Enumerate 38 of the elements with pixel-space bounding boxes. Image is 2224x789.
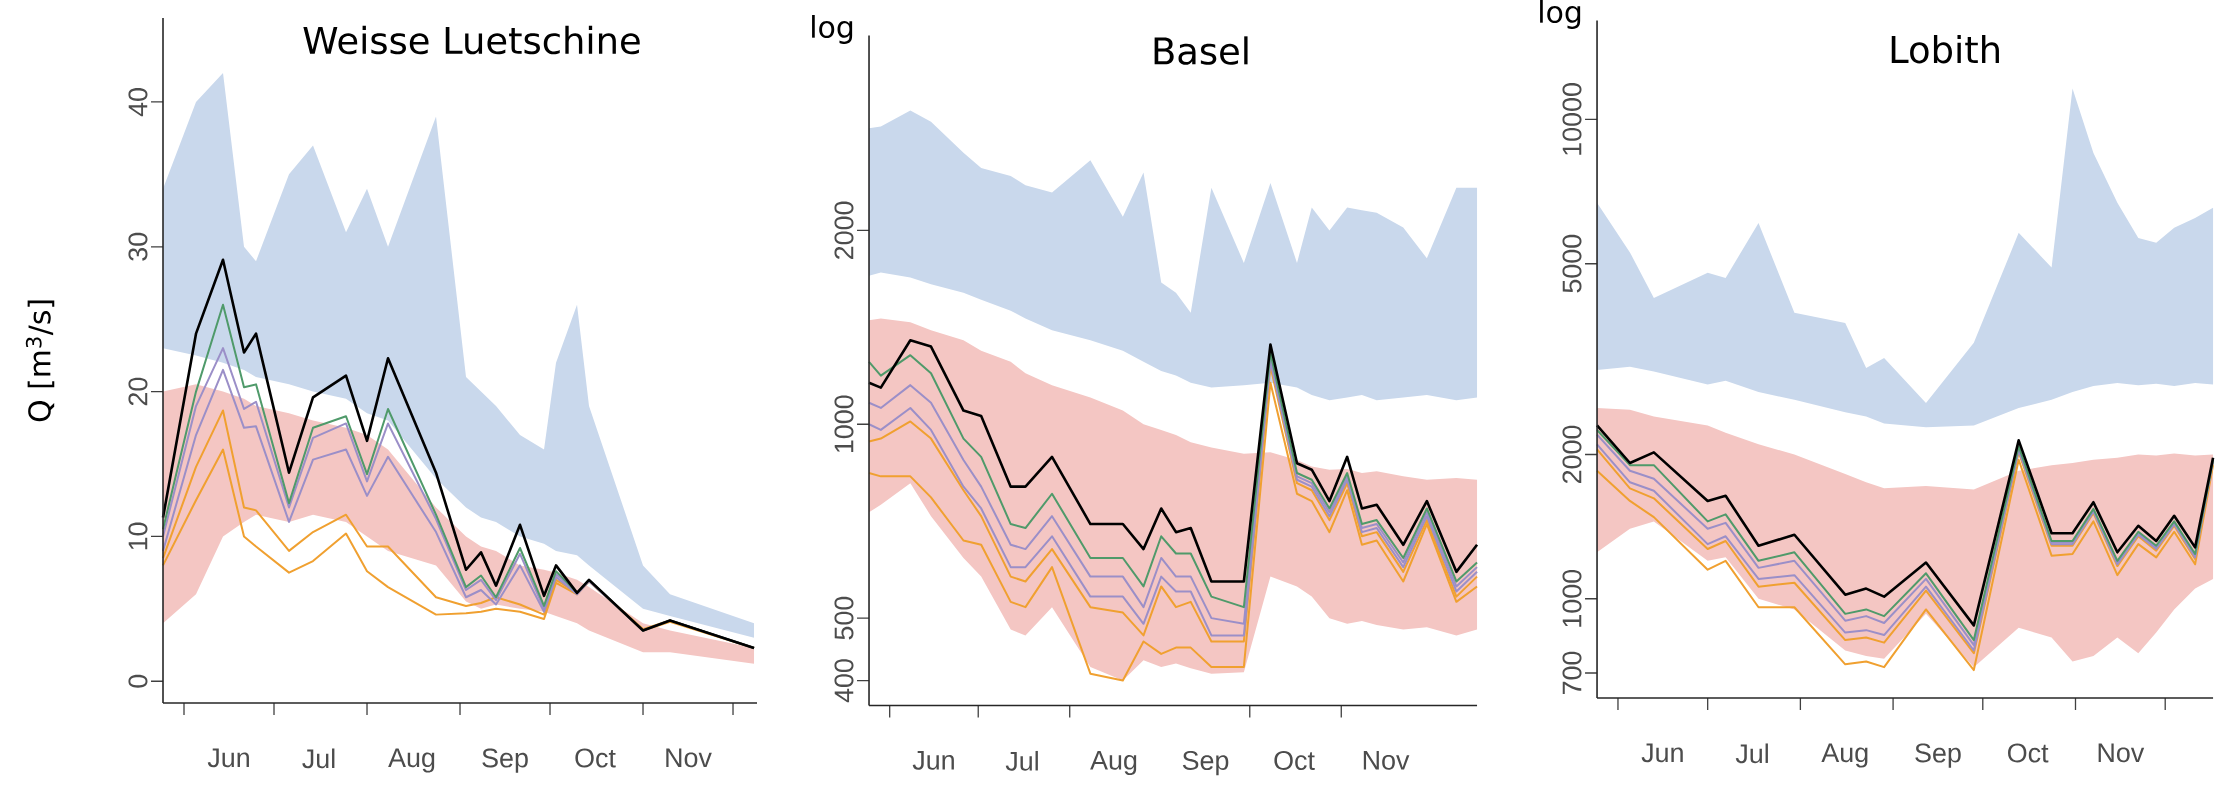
chart-title: Weisse Luetschine <box>303 25 640 55</box>
y-tick-label: 10000 <box>1562 83 1582 155</box>
y-tick-label: 30 <box>128 232 148 261</box>
x-tick-label: Sep <box>1915 743 1961 768</box>
x-tick-label: Aug <box>1821 743 1868 768</box>
y-tick-label: 2000 <box>1562 425 1582 484</box>
y-tick-label: 10 <box>128 522 148 550</box>
x-tick-label: Aug <box>1090 750 1137 776</box>
x-tick-label: Jul <box>302 748 335 769</box>
y-tick-label: 2000 <box>834 201 854 259</box>
text: log <box>1540 0 1581 29</box>
y-tick-label: 5000 <box>1562 234 1582 293</box>
y-tick-label: 1000 <box>1562 569 1582 627</box>
text: log <box>812 14 853 44</box>
x-tick-label: Oct <box>2008 743 2049 763</box>
y-axis-title: Q [m$^{3}$/s] <box>25 300 55 422</box>
x-tick-label: Jul <box>1005 750 1038 771</box>
x-tick-label: Aug <box>388 748 435 773</box>
y-tick-label: 500 <box>834 596 854 640</box>
y-tick-label: 20 <box>128 377 148 406</box>
x-tick-label: Jun <box>207 748 249 768</box>
x-tick-label: Sep <box>1182 750 1229 776</box>
x-tick-label: Nov <box>1363 750 1410 770</box>
y-tick-label: 700 <box>1562 651 1582 695</box>
x-tick-label: Jun <box>1641 743 1683 763</box>
chart-title: Basel <box>1154 36 1248 65</box>
x-tick-label: Nov <box>666 748 712 768</box>
chart-title: Lobith <box>1891 34 1999 64</box>
y-tick-label: 0 <box>128 674 148 688</box>
y-tick-label: 400 <box>834 659 854 703</box>
x-tick-label: Oct <box>575 748 616 768</box>
y-tick-label: 40 <box>128 88 148 117</box>
x-tick-label: Nov <box>2098 743 2145 763</box>
y-tick-label: 1000 <box>834 395 854 453</box>
x-tick-label: Jun <box>912 750 954 770</box>
x-tick-label: Sep <box>482 748 528 773</box>
x-tick-label: Jul <box>1735 743 1768 764</box>
x-tick-label: Oct <box>1274 750 1315 771</box>
